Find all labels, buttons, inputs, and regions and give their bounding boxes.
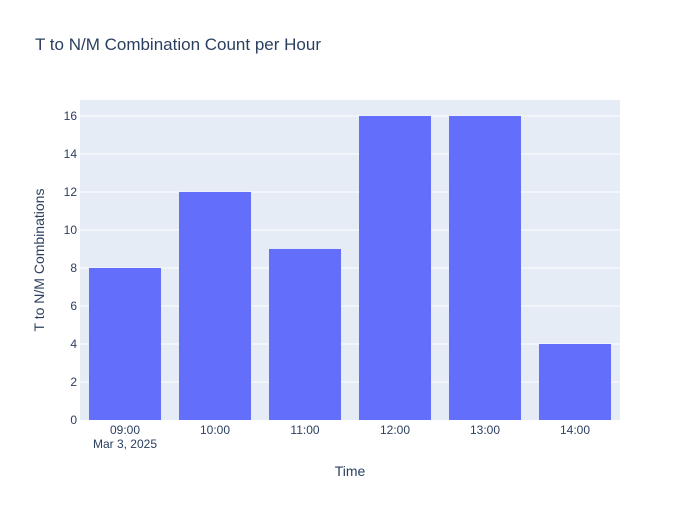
x-axis-title: Time xyxy=(335,463,366,479)
y-axis-title: T to N/M Combinations xyxy=(31,189,47,332)
y-tick-label: 8 xyxy=(70,261,77,275)
x-axis-ticks: 09:00 10:00 11:00 12:00 13:00 14:00 xyxy=(110,423,590,437)
y-tick-label: 4 xyxy=(70,337,77,351)
bar-0900[interactable] xyxy=(89,267,161,420)
gridlines xyxy=(80,115,620,383)
y-axis-ticks: 0 2 4 6 8 10 12 14 16 xyxy=(64,109,78,427)
bar-1400[interactable] xyxy=(539,343,611,420)
y-tick-label: 6 xyxy=(70,299,77,313)
bar-1300[interactable] xyxy=(449,115,521,420)
y-tick-label: 14 xyxy=(64,147,78,161)
y-tick-label: 0 xyxy=(70,413,77,427)
plot-area xyxy=(80,100,620,420)
bar-1200[interactable] xyxy=(359,115,431,420)
x-tick-label: 10:00 xyxy=(200,423,230,437)
y-tick-label: 10 xyxy=(64,223,78,237)
x-tick-label: 13:00 xyxy=(470,423,500,437)
x-tick-label: 12:00 xyxy=(380,423,410,437)
x-tick-label: 11:00 xyxy=(290,423,319,437)
y-tick-label: 12 xyxy=(64,185,78,199)
bar-1100[interactable] xyxy=(269,248,341,420)
y-tick-label: 2 xyxy=(70,375,77,389)
bar-1000[interactable] xyxy=(179,191,251,420)
x-tick-label: 14:00 xyxy=(560,423,590,437)
y-tick-label: 16 xyxy=(64,109,78,123)
chart-title: T to N/M Combination Count per Hour xyxy=(35,35,321,54)
bars xyxy=(89,115,611,420)
x-tick-label: 09:00 xyxy=(110,423,140,437)
x-axis-date-label: Mar 3, 2025 xyxy=(93,437,157,451)
